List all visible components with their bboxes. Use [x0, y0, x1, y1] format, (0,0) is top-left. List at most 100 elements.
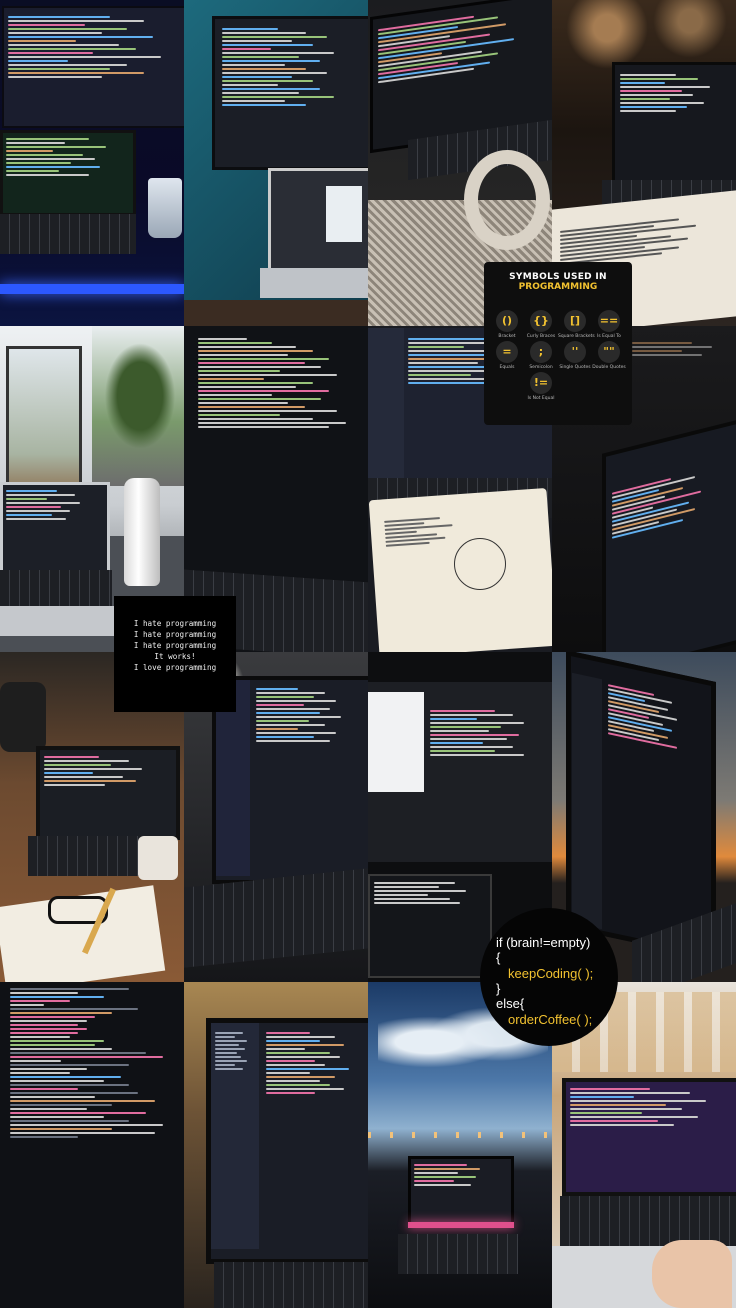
brain-line-else: else{ [496, 996, 525, 1011]
brain-line-if: if (brain!=empty) [496, 935, 591, 950]
editor-code [10, 986, 180, 1306]
brain-line-open: { [496, 950, 501, 965]
laptop-code [608, 682, 700, 922]
hate-programming-card: I hate programming I hate programming I … [114, 596, 236, 712]
hate-line: I hate programming [133, 641, 217, 650]
symbol-glyph: [] [564, 310, 586, 332]
symbol-label: Equals [499, 365, 515, 370]
blurred-code [632, 340, 732, 400]
cafe-lights [552, 0, 736, 70]
monitor-code [430, 708, 548, 858]
laptop-code [6, 488, 98, 562]
symbol-label: Is Equal To [597, 334, 621, 339]
photo-window-laptop-bottle [0, 326, 184, 652]
symbol-item: "" Double Quotes [592, 341, 626, 370]
ide-code [408, 336, 548, 476]
pink-glow [408, 1222, 514, 1228]
monitor-code [222, 26, 362, 156]
cup [148, 178, 182, 238]
symbols-card: SYMBOLS USED IN PROGRAMMING () Bracket {}… [484, 262, 632, 425]
photo-code-closeup [0, 982, 184, 1308]
laptop-screen [0, 130, 136, 216]
backpack [0, 682, 46, 752]
ide-sidebar [368, 328, 404, 478]
desk [184, 300, 368, 326]
laptop-code [378, 5, 538, 137]
brain-line-close: } [496, 981, 501, 996]
tablet-code [414, 1162, 502, 1218]
symbol-item: != Is Not Equal [524, 372, 558, 401]
brain-line-keep-coding: keepCoding( ); [508, 966, 594, 981]
laptop-screen [0, 482, 110, 574]
photo-desk-monitor-laptop [0, 0, 184, 326]
symbol-item: () Bracket [490, 310, 524, 339]
symbol-label: Square Brackets [558, 334, 595, 339]
laptop-code [6, 136, 124, 206]
brain-line-order-coffee: orderCoffee( ); [508, 1012, 593, 1027]
photo-store-laptop-hand [552, 982, 736, 1308]
ide-sidebar [572, 672, 602, 930]
laptop-keyboard [0, 214, 136, 254]
symbols-grid: () Bracket {} Curly Braces [] Square Bracke… [490, 310, 626, 401]
symbol-label: Single Quotes [559, 365, 591, 370]
symbol-item: [] Square Brackets [558, 310, 595, 339]
window-view [6, 346, 82, 502]
symbol-item: == Is Equal To [592, 310, 626, 339]
symbol-glyph: != [530, 372, 552, 394]
laptop-code [256, 686, 362, 866]
monitor-screen [2, 6, 184, 128]
monitor-code [8, 14, 178, 118]
hate-line: I hate programming [133, 619, 217, 628]
symbols-card-title: SYMBOLS USED IN [509, 272, 607, 282]
symbol-glyph: ; [530, 341, 552, 363]
sidebar-files [215, 1030, 255, 1240]
symbol-label: Is Not Equal [527, 396, 555, 401]
ide-sidebar [216, 680, 250, 876]
symbol-glyph: == [598, 310, 620, 332]
laptop-screen [612, 62, 736, 188]
tablet-keyboard [398, 1234, 518, 1274]
symbol-item: {} Curly Braces [524, 310, 558, 339]
symbol-glyph: {} [530, 310, 552, 332]
photo-screens-code [368, 652, 552, 982]
coffee-mug [138, 836, 178, 880]
symbol-glyph: = [496, 341, 518, 363]
laptop-code [266, 1030, 364, 1240]
water-bottle [124, 478, 160, 586]
notebook-writing [384, 513, 472, 638]
hate-line: I hate programming [133, 630, 217, 639]
white-panel [368, 692, 424, 792]
symbol-glyph: "" [598, 341, 620, 363]
works-line: It works! [154, 652, 196, 661]
laptop-window [326, 186, 362, 242]
headphones [464, 150, 550, 250]
laptop-keyboard [0, 570, 112, 606]
laptop-base [260, 268, 368, 298]
laptop-base [0, 606, 116, 636]
hand [652, 1240, 732, 1308]
plant [100, 336, 180, 456]
laptop-code [44, 754, 166, 826]
symbol-label: Curly Braces [526, 334, 556, 339]
symbols-card-subtitle: PROGRAMMING [518, 282, 598, 292]
photo-laptop-ide-warm [184, 982, 368, 1308]
terminal-code [198, 336, 362, 526]
love-line: I love programming [133, 663, 217, 672]
symbol-label: Bracket [498, 334, 516, 339]
symbol-label: Semicolon [529, 365, 553, 370]
street-lights [368, 1132, 552, 1138]
brain-coffee-badge: if (brain!=empty) { keepCoding( ); } els… [480, 908, 618, 1046]
laptop-code [612, 461, 730, 650]
laptop-keyboard [214, 1262, 368, 1308]
notebook-doodle [454, 538, 506, 590]
photo-cafe-laptop-notebook [552, 0, 736, 326]
laptop-code [620, 72, 732, 172]
photo-ide-notebook [368, 326, 552, 652]
symbol-glyph: () [496, 310, 518, 332]
symbol-item: '' Single Quotes [558, 341, 592, 370]
symbol-item: ; Semicolon [524, 341, 558, 370]
symbol-item: = Equals [490, 341, 524, 370]
symbol-label: Double Quotes [592, 365, 626, 370]
laptop-code [570, 1086, 730, 1182]
laptop-keyboard [560, 1196, 736, 1246]
